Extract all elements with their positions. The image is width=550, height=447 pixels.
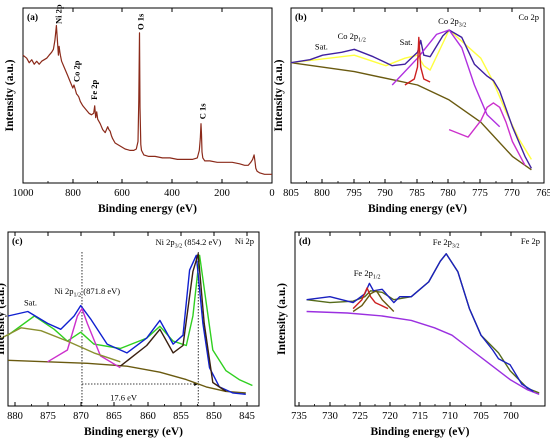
panel-c: 880 875 870 865 860 855 850 845 Binding energy (… [0,231,260,438]
panel-label: (b) [295,12,307,23]
series-line-0 [22,24,272,175]
peak-label: 17.6 eV [110,392,138,402]
series-line-3 [448,102,526,166]
x-tick-label: 730 [322,411,338,422]
peak-label: Fe 2p [89,80,99,100]
x-tick-label: 725 [352,411,368,422]
x-tick-label: 850 [206,411,222,422]
series-line-4 [352,290,395,313]
x-axis-title: Binding energy (eV) [370,426,469,438]
x-tick-label: 200 [214,188,230,199]
panel-label: (a) [27,12,38,23]
series-line-5 [404,36,431,86]
x-axis-title: Binding energy (eV) [98,203,197,215]
x-tick-label: 805 [283,188,299,199]
x-tick-label: 1000 [13,188,34,199]
x-tick-label: 875 [40,411,56,422]
x-tick-label: 790 [377,188,393,199]
x-tick-label: 795 [346,188,362,199]
x-tick-label: 600 [114,188,130,199]
series-line-3 [352,287,389,310]
peak-label: Sat. [315,41,328,51]
series-line-0 [306,310,540,395]
x-tick-label: 785 [409,188,425,199]
peak-label: Ni 2p3/2 (854.2 eV) [155,237,221,250]
x-tick-label: 765 [536,188,550,199]
peak-label: Fe 2p3/2 [433,237,460,250]
x-tick-label: 720 [382,411,398,422]
series-line-2 [290,29,533,169]
plot-frame [290,7,545,184]
series-line-2 [7,254,246,395]
peak-label: Sat. [24,298,37,308]
element-label: Fe 2p [521,236,540,246]
plot-frame [294,231,546,407]
x-tick-label: 800 [65,188,81,199]
panel-a: 1000 800 600 400 200 0 Binding energy (eV) Inte… [4,4,275,215]
x-tick-label: 700 [503,411,519,422]
x-tick-label: 775 [472,188,488,199]
y-axis-title: Intensity (a.u.) [4,59,16,131]
series-line-1 [306,253,540,394]
x-tick-label: 0 [269,188,274,199]
series-line-0 [7,359,246,394]
y-axis-title: Intensity (a.u.) [276,283,288,355]
x-tick-label: 865 [106,411,122,422]
panel-b: 805 800 795 790 785 780 775 770 765 Binding energ… [273,7,550,215]
series-line-4 [1,327,121,363]
peak-label: Co 2p1/2 [338,31,366,44]
x-tick-label: 800 [314,188,330,199]
peak-label: C 1s [197,103,207,120]
x-tick-label: 705 [473,411,489,422]
series-line-3 [47,307,121,369]
x-tick-label: 845 [239,411,255,422]
element-label: Ni 2p [235,236,254,246]
x-tick-label: 715 [412,411,428,422]
series-line-1 [290,29,532,160]
y-axis-title: Intensity (a.u.) [273,59,285,131]
panel-label: (d) [299,236,311,247]
plot-frame [22,7,273,184]
x-tick-label: 870 [73,411,89,422]
x-axis-title: Binding energy (eV) [368,203,467,215]
series-line-5 [119,253,227,392]
peak-label: O 1s [136,13,146,30]
series-line-1 [7,254,253,387]
x-tick-label: 770 [504,188,520,199]
panel-d: 735 730 725 720 715 710 705 700 Binding energy (… [276,231,546,438]
x-tick-label: 735 [291,411,307,422]
peak-label: Co 2p [72,60,82,82]
x-tick-label: 400 [164,188,180,199]
peak-label: Ni 2p1/2 (871.8 eV) [54,286,120,299]
plot-frame [7,231,260,407]
series-line-4 [391,29,501,128]
panel-label: (c) [12,236,23,247]
peak-label: Fe 2p1/2 [354,268,381,281]
x-tick-label: 780 [440,188,456,199]
peak-label: Sat. [400,37,413,47]
y-axis-title: Intensity (a.u.) [0,283,7,355]
element-label: Co 2p [518,12,539,22]
x-tick-label: 855 [173,411,189,422]
x-tick-label: 710 [442,411,458,422]
x-tick-label: 880 [7,411,23,422]
x-axis-title: Binding energy (eV) [84,426,183,438]
series-line-0 [290,62,532,171]
peak-label: Co 2p3/2 [438,16,466,29]
peak-label: Ni 2p [53,4,63,24]
x-tick-label: 860 [140,411,156,422]
